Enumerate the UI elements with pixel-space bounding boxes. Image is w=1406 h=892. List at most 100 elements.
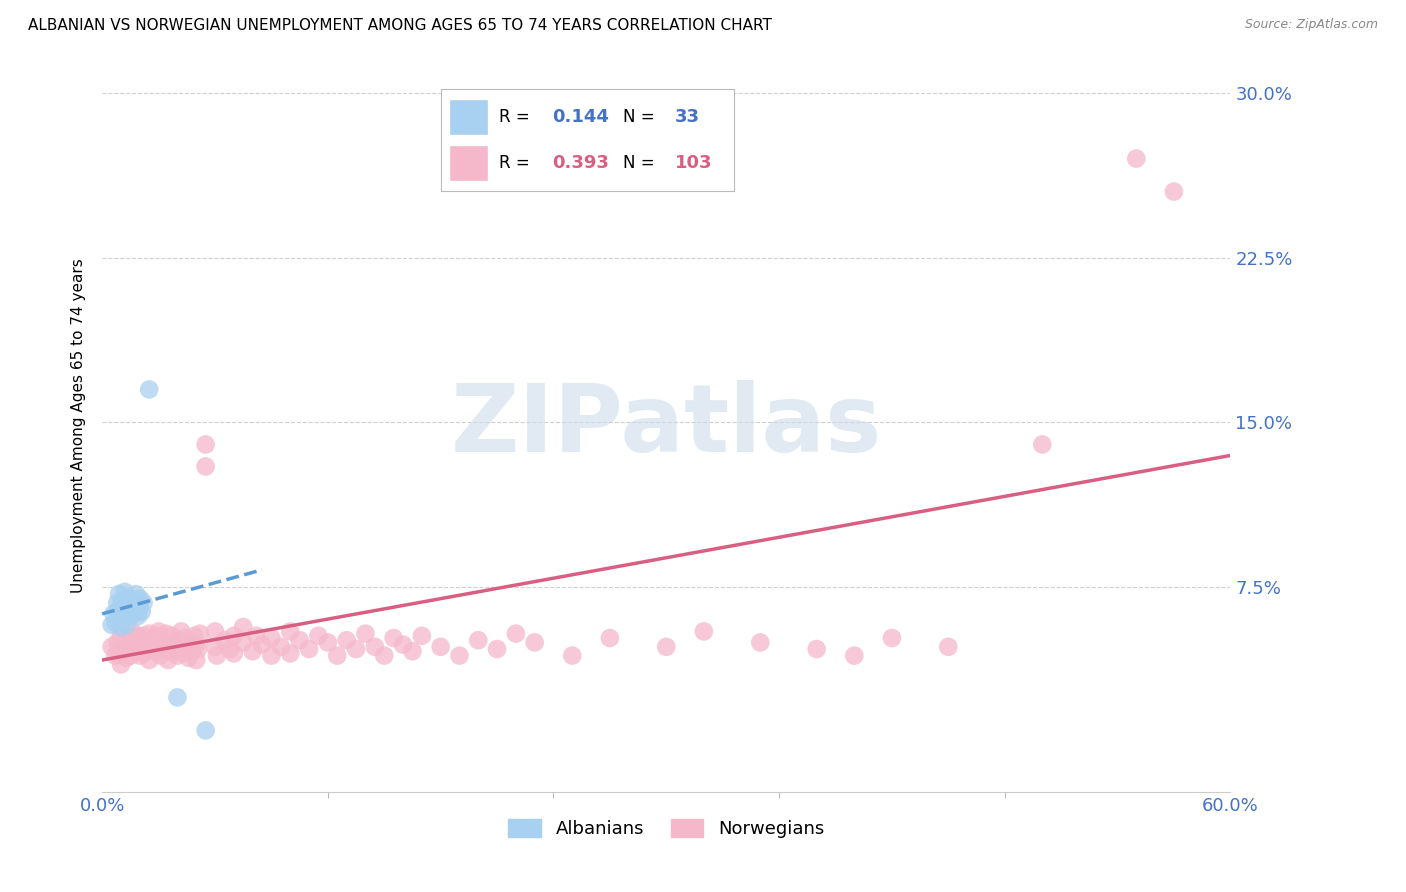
Point bbox=[219, 642, 242, 657]
Point bbox=[505, 626, 527, 640]
Point bbox=[122, 607, 145, 621]
Point bbox=[278, 624, 301, 639]
Point bbox=[344, 642, 367, 657]
Point bbox=[411, 629, 433, 643]
Point bbox=[401, 644, 423, 658]
Point bbox=[121, 624, 143, 639]
Point bbox=[166, 690, 188, 705]
Point bbox=[120, 648, 142, 663]
Point bbox=[278, 647, 301, 661]
Point bbox=[128, 631, 150, 645]
Point bbox=[693, 624, 716, 639]
Point bbox=[373, 648, 395, 663]
Point bbox=[110, 609, 132, 624]
Point bbox=[250, 638, 273, 652]
Point bbox=[127, 596, 149, 610]
Point bbox=[131, 640, 153, 654]
Point bbox=[336, 633, 359, 648]
Point bbox=[523, 635, 546, 649]
Point bbox=[204, 624, 226, 639]
Point bbox=[160, 629, 183, 643]
Point bbox=[108, 644, 131, 658]
Point bbox=[159, 644, 181, 658]
Point bbox=[298, 642, 321, 657]
Point bbox=[117, 640, 139, 654]
Point bbox=[194, 723, 217, 738]
Point bbox=[148, 640, 170, 654]
Point bbox=[749, 635, 772, 649]
Point bbox=[326, 648, 349, 663]
Point bbox=[163, 635, 186, 649]
Point bbox=[1125, 152, 1147, 166]
Point bbox=[128, 600, 150, 615]
Point bbox=[143, 644, 166, 658]
Point bbox=[148, 624, 170, 639]
Point bbox=[429, 640, 451, 654]
Point bbox=[205, 648, 228, 663]
Point bbox=[122, 598, 145, 612]
Point bbox=[307, 629, 329, 643]
Point bbox=[166, 633, 188, 648]
Point bbox=[114, 591, 136, 606]
Point bbox=[806, 642, 828, 657]
Y-axis label: Unemployment Among Ages 65 to 74 years: Unemployment Among Ages 65 to 74 years bbox=[72, 259, 86, 593]
Point bbox=[181, 644, 204, 658]
Point bbox=[104, 648, 127, 663]
Point bbox=[138, 383, 160, 397]
Point bbox=[128, 591, 150, 606]
Point bbox=[120, 591, 142, 606]
Point bbox=[186, 638, 208, 652]
Point bbox=[187, 642, 209, 657]
Point bbox=[105, 605, 128, 619]
Point bbox=[880, 631, 903, 645]
Point bbox=[157, 638, 180, 652]
Point bbox=[115, 607, 138, 621]
Point bbox=[121, 642, 143, 657]
Point bbox=[121, 602, 143, 616]
Point bbox=[125, 587, 148, 601]
Point bbox=[114, 642, 136, 657]
Point bbox=[115, 633, 138, 648]
Point bbox=[599, 631, 621, 645]
Point bbox=[117, 600, 139, 615]
Point bbox=[382, 631, 405, 645]
Point bbox=[157, 653, 180, 667]
Point bbox=[270, 640, 292, 654]
Point bbox=[150, 633, 173, 648]
Point bbox=[128, 648, 150, 663]
Point bbox=[174, 631, 197, 645]
Point bbox=[364, 640, 387, 654]
Point bbox=[145, 629, 167, 643]
Point bbox=[354, 626, 377, 640]
Point bbox=[172, 647, 194, 661]
Point bbox=[125, 602, 148, 616]
Point bbox=[100, 640, 122, 654]
Point bbox=[138, 626, 160, 640]
Point bbox=[125, 644, 148, 658]
Point bbox=[108, 587, 131, 601]
Point bbox=[105, 596, 128, 610]
Point bbox=[177, 650, 200, 665]
Point bbox=[132, 596, 155, 610]
Point bbox=[232, 620, 254, 634]
Point bbox=[120, 631, 142, 645]
Point bbox=[131, 605, 153, 619]
Point bbox=[110, 629, 132, 643]
Point bbox=[117, 609, 139, 624]
Point bbox=[149, 648, 172, 663]
Point bbox=[1163, 185, 1185, 199]
Point bbox=[316, 635, 339, 649]
Point bbox=[260, 631, 283, 645]
Point bbox=[467, 633, 489, 648]
Point bbox=[165, 642, 187, 657]
Point bbox=[232, 635, 254, 649]
Point bbox=[242, 644, 264, 658]
Point bbox=[125, 629, 148, 643]
Point bbox=[105, 635, 128, 649]
Point bbox=[110, 598, 132, 612]
Point bbox=[288, 633, 311, 648]
Point bbox=[166, 648, 188, 663]
Point bbox=[103, 607, 125, 621]
Point bbox=[1031, 437, 1053, 451]
Point bbox=[104, 615, 127, 630]
